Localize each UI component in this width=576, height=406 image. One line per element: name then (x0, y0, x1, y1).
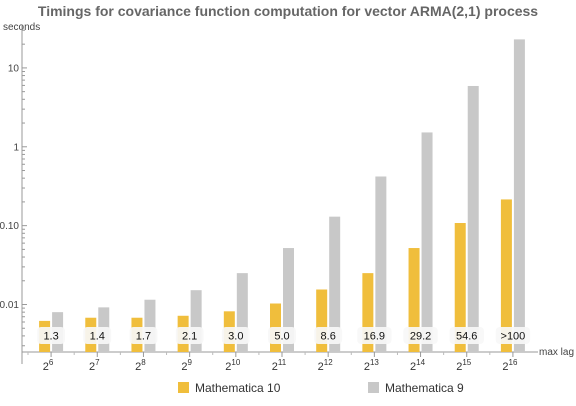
ratio-label: 1.3 (43, 331, 58, 343)
x-tick-label-exponent: 16 (509, 358, 518, 367)
ratio-label: 29.2 (410, 331, 431, 343)
ratio-label-box (221, 327, 250, 344)
bar-mathematica-9 (329, 216, 341, 352)
ratio-label: 5.0 (274, 331, 289, 343)
legend-label-mathematica-9: Mathematica 9 (385, 381, 464, 395)
ratio-label: >100 (501, 331, 526, 343)
x-tick-label: 213 (364, 358, 380, 373)
x-tick-label: 29 (181, 358, 192, 373)
x-tick-label-base: 2 (225, 361, 231, 373)
bar-mathematica-10 (362, 273, 374, 352)
ratio-label: 1.4 (90, 331, 105, 343)
y-tick-label: 10 (8, 63, 20, 74)
ratio-label-box (314, 327, 343, 344)
bar-mathematica-9 (421, 132, 433, 352)
x-tick-label: 26 (43, 358, 54, 373)
ratio-label: 54.6 (456, 331, 477, 343)
bar-mathematica-9 (375, 176, 387, 352)
x-tick-label-exponent: 15 (462, 358, 471, 367)
bar-mathematica-9 (144, 299, 156, 352)
y-tick-label: 1 (13, 142, 19, 153)
x-tick-label: 211 (272, 358, 287, 373)
ratio-label-box (83, 327, 112, 344)
x-tick-label-base: 2 (43, 361, 49, 373)
bar-mathematica-10 (454, 223, 466, 352)
chart-title: Timings for covariance function computat… (38, 3, 538, 19)
x-tick-label-exponent: 10 (231, 358, 240, 367)
x-tick-label-base: 2 (456, 361, 462, 373)
x-tick-label: 216 (502, 358, 518, 373)
ratio-label-box (175, 327, 204, 344)
ratio-label-box (449, 327, 484, 344)
ratio-label-box (129, 327, 158, 344)
x-tick-label-exponent: 8 (141, 358, 146, 367)
ratio-label-box (268, 327, 296, 344)
bar-mathematica-10 (500, 199, 512, 352)
x-tick-label-exponent: 12 (324, 358, 333, 367)
ratio-label-box (357, 327, 392, 344)
ratio-label-box (495, 327, 531, 344)
plot-area: 0.010.101101.3261.4271.7282.1293.02105.0… (0, 25, 538, 373)
bar-mathematica-10 (408, 248, 420, 352)
legend-label-mathematica-10: Mathematica 10 (195, 381, 281, 395)
x-axis-label: max lag (539, 347, 574, 358)
ratio-label: 8.6 (321, 331, 336, 343)
x-tick-label-base: 2 (181, 361, 187, 373)
ratio-label-box (37, 327, 65, 344)
ratio-label: 16.9 (364, 331, 385, 343)
x-tick-label-base: 2 (272, 361, 278, 373)
x-tick-label-base: 2 (135, 361, 141, 373)
bar-mathematica-10 (316, 289, 328, 352)
x-tick-label-base: 2 (502, 361, 508, 373)
bar-mathematica-9 (190, 290, 202, 352)
legend: Mathematica 10 Mathematica 9 (178, 381, 464, 395)
y-tick-label: 0.10 (0, 221, 19, 232)
ratio-label: 1.7 (136, 331, 151, 343)
x-tick-label-exponent: 14 (416, 358, 425, 367)
ratio-label: 3.0 (228, 331, 243, 343)
x-tick-label-exponent: 13 (370, 358, 379, 367)
x-tick-label-base: 2 (364, 361, 370, 373)
x-tick-label: 27 (89, 358, 100, 373)
x-tick-label-exponent: 9 (187, 358, 192, 367)
ratio-label: 2.1 (182, 331, 197, 343)
x-tick-label-exponent: 6 (49, 358, 54, 367)
x-tick-label: 215 (456, 358, 472, 373)
bar-mathematica-9 (513, 39, 525, 352)
x-tick-label-base: 2 (89, 361, 95, 373)
legend-swatch-mathematica-9 (368, 382, 379, 393)
bar-mathematica-9 (236, 273, 248, 352)
bar-mathematica-9 (467, 85, 479, 352)
x-tick-label: 212 (318, 358, 334, 373)
y-tick-label: 0.01 (0, 300, 19, 311)
x-tick-label: 210 (225, 358, 241, 373)
x-tick-label: 214 (410, 358, 426, 373)
legend-swatch-mathematica-10 (178, 382, 189, 393)
x-tick-label-base: 2 (318, 361, 324, 373)
x-tick-label-exponent: 7 (95, 358, 100, 367)
x-tick-label: 28 (135, 358, 146, 373)
ratio-label-box (403, 327, 438, 344)
x-tick-label-base: 2 (410, 361, 416, 373)
bar-mathematica-9 (283, 248, 294, 352)
x-tick-label-exponent: 11 (278, 358, 287, 367)
